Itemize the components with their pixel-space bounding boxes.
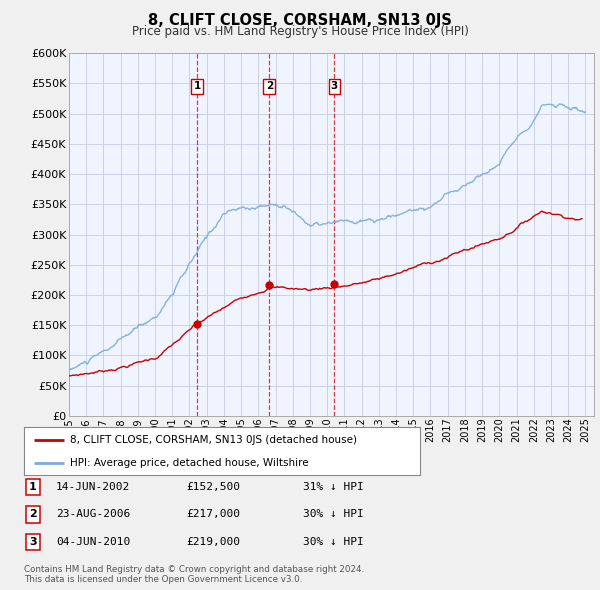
Text: 1: 1	[29, 482, 37, 491]
Text: 8, CLIFT CLOSE, CORSHAM, SN13 0JS (detached house): 8, CLIFT CLOSE, CORSHAM, SN13 0JS (detac…	[70, 435, 356, 445]
Text: 31% ↓ HPI: 31% ↓ HPI	[302, 482, 364, 491]
Text: 2: 2	[266, 81, 273, 91]
Text: £152,500: £152,500	[186, 482, 240, 491]
Text: £219,000: £219,000	[186, 537, 240, 547]
Text: Price paid vs. HM Land Registry's House Price Index (HPI): Price paid vs. HM Land Registry's House …	[131, 25, 469, 38]
Text: 30% ↓ HPI: 30% ↓ HPI	[302, 510, 364, 519]
Text: This data is licensed under the Open Government Licence v3.0.: This data is licensed under the Open Gov…	[24, 575, 302, 585]
Text: £217,000: £217,000	[186, 510, 240, 519]
Text: 14-JUN-2002: 14-JUN-2002	[56, 482, 130, 491]
Text: 04-JUN-2010: 04-JUN-2010	[56, 537, 130, 547]
Text: 1: 1	[194, 81, 201, 91]
Text: 2: 2	[29, 510, 37, 519]
Text: 30% ↓ HPI: 30% ↓ HPI	[302, 537, 364, 547]
Text: 8, CLIFT CLOSE, CORSHAM, SN13 0JS: 8, CLIFT CLOSE, CORSHAM, SN13 0JS	[148, 13, 452, 28]
Text: Contains HM Land Registry data © Crown copyright and database right 2024.: Contains HM Land Registry data © Crown c…	[24, 565, 364, 575]
Text: HPI: Average price, detached house, Wiltshire: HPI: Average price, detached house, Wilt…	[70, 458, 308, 468]
Text: 3: 3	[331, 81, 338, 91]
Text: 23-AUG-2006: 23-AUG-2006	[56, 510, 130, 519]
Text: 3: 3	[29, 537, 37, 547]
